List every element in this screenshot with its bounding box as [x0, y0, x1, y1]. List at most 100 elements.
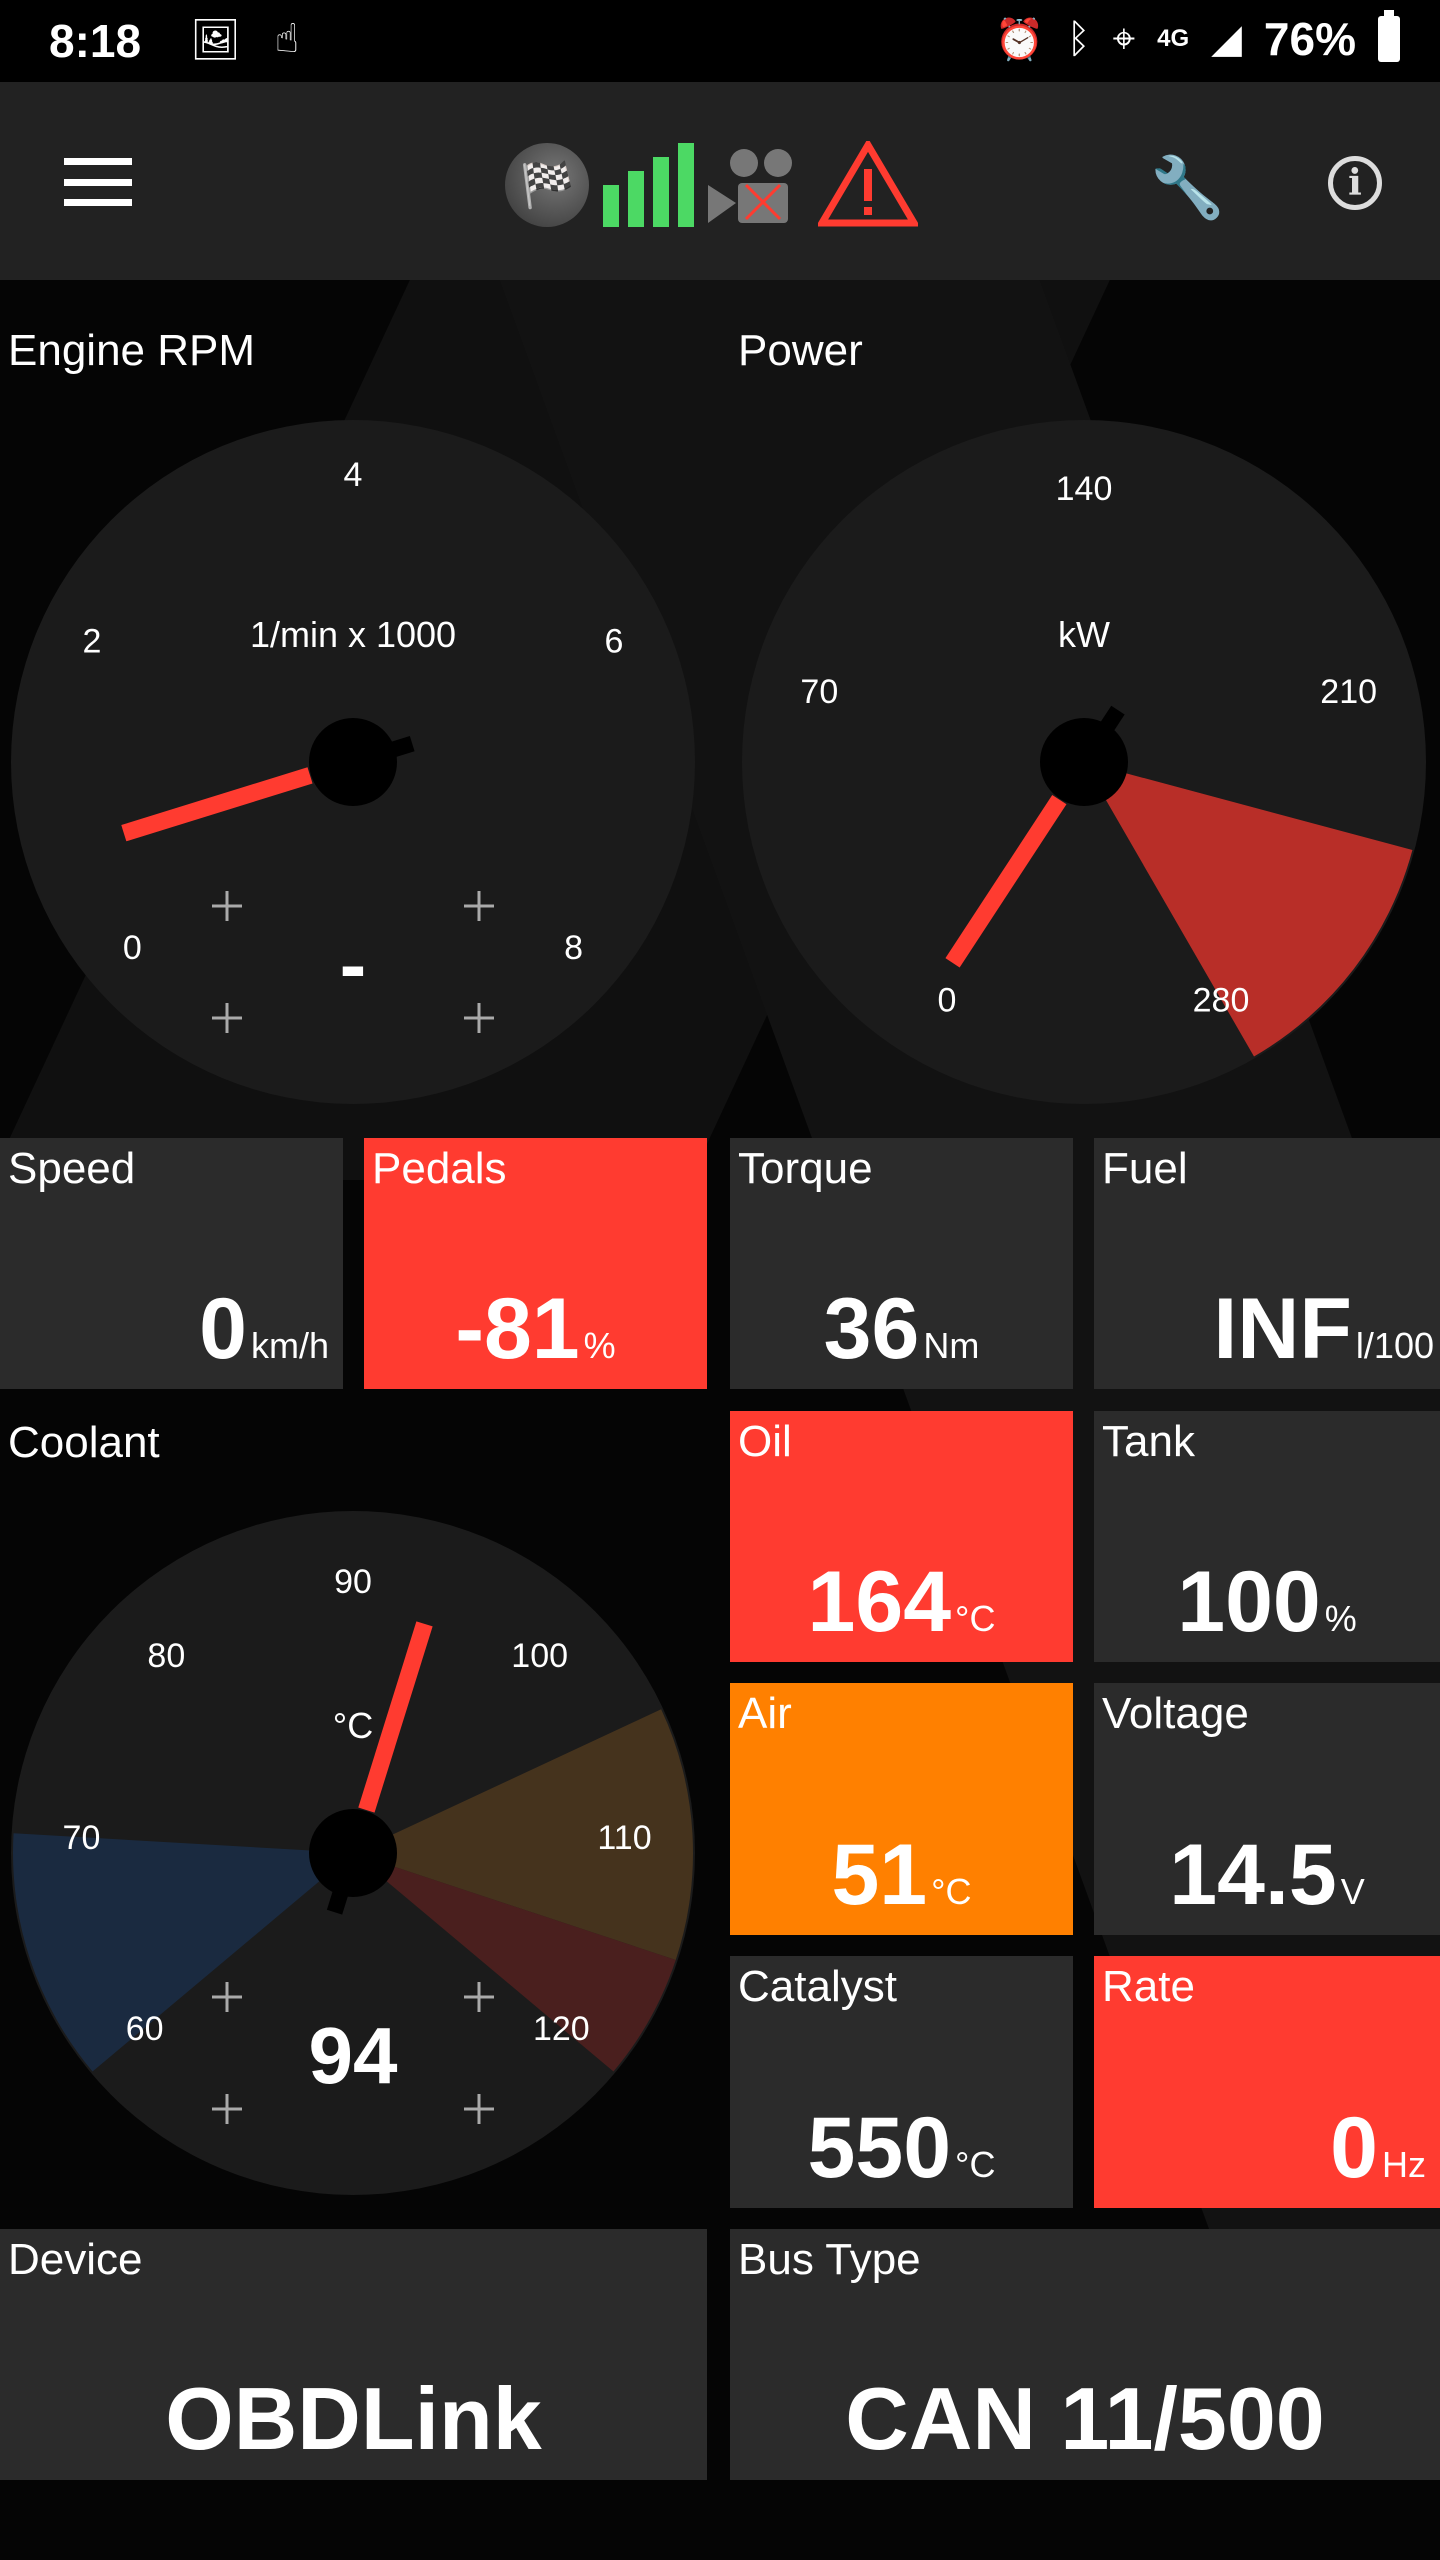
tile-unit: l/100 — [1355, 1325, 1434, 1366]
tile-value: 550 — [807, 2100, 952, 2196]
tile-unit: Hz — [1382, 2144, 1426, 2185]
tick-label: 120 — [533, 2010, 590, 2048]
toolbar: 🏁 🔧 i — [0, 82, 1440, 280]
tick-label: 60 — [126, 2010, 164, 2048]
tile-unit: % — [583, 1325, 616, 1366]
bus-type-tile[interactable]: Bus Type CAN 11/500 — [730, 2229, 1440, 2480]
speed-tile[interactable]: Speed 0 km/h — [0, 1138, 343, 1389]
plus-marker — [212, 1003, 242, 1033]
info-icon[interactable]: i — [1328, 156, 1382, 210]
gauge-value: - — [340, 920, 367, 1009]
tile-title: Fuel — [1102, 1144, 1188, 1193]
tick-label: 210 — [1320, 673, 1377, 711]
tile-value: 164 — [807, 1554, 952, 1650]
gauge-needle — [358, 1621, 433, 1813]
tile-unit: V — [1340, 1871, 1365, 1912]
bluetooth-icon: ᛒ — [1066, 16, 1091, 61]
tick-label: 90 — [334, 1563, 372, 1601]
tick-label: 0 — [938, 981, 957, 1019]
needle-counterweight — [326, 1888, 349, 1915]
voltage-tile[interactable]: Voltage 14.5 V — [1094, 1683, 1440, 1935]
image-icon: 🖼 — [190, 18, 241, 62]
catalyst-tile[interactable]: Catalyst 550 °C — [730, 1956, 1073, 2208]
plus-marker — [464, 1982, 494, 2012]
menu-icon[interactable] — [64, 158, 132, 206]
fuel-tile[interactable]: Fuel INF l/100 — [1094, 1138, 1440, 1389]
device-tile[interactable]: Device OBDLink — [0, 2229, 707, 2480]
gauge-hub — [1040, 718, 1128, 806]
tile-value: -81 — [455, 1281, 580, 1377]
status-time: 8:18 — [49, 15, 142, 67]
gauge-hub — [309, 1809, 397, 1897]
4g-icon: 4G — [1157, 25, 1190, 52]
gauge-unit: °C — [333, 1705, 373, 1746]
tile-title: Tank — [1102, 1417, 1195, 1466]
tile-title: Air — [738, 1689, 792, 1738]
pedals-tile[interactable]: Pedals -81% — [364, 1138, 707, 1389]
tile-title: Oil — [738, 1417, 792, 1466]
gauge-value: 94 — [309, 2011, 398, 2100]
gauge-hub — [309, 718, 397, 806]
plus-marker — [212, 891, 242, 921]
warning-icon[interactable] — [818, 141, 918, 227]
tick-label: 70 — [800, 673, 838, 711]
rate-tile[interactable]: Rate 0 Hz — [1094, 1956, 1440, 2208]
location-icon: ⌖ — [1112, 16, 1136, 61]
tile-value: OBDLink — [165, 2369, 542, 2468]
gauge-needle — [945, 794, 1067, 968]
tick-label: 140 — [1056, 470, 1113, 508]
plus-marker — [464, 1003, 494, 1033]
gauge-zone — [1104, 772, 1413, 1057]
rpm-title: Engine RPM — [8, 326, 256, 375]
needle-counterweight — [388, 735, 415, 758]
tick-label: 0 — [123, 929, 142, 967]
camera-off-icon[interactable] — [708, 143, 804, 227]
tick-label: 80 — [147, 1637, 185, 1675]
signal-bars-icon[interactable] — [603, 141, 694, 227]
tick-label: 8 — [564, 929, 583, 967]
gauge-unit: kW — [1058, 614, 1110, 655]
tile-unit: °C — [955, 1598, 996, 1639]
tile-title: Torque — [738, 1144, 873, 1193]
touch-icon: ☝ — [274, 17, 300, 61]
wrench-icon[interactable]: 🔧 — [1150, 154, 1225, 221]
tile-value: CAN 11/500 — [845, 2369, 1325, 2468]
tile-unit: % — [1324, 1598, 1357, 1639]
tick-label: 6 — [605, 622, 624, 660]
tick-label: 280 — [1193, 981, 1250, 1019]
tick-label: 4 — [344, 456, 363, 494]
coolant-title: Coolant — [8, 1418, 160, 1467]
tile-value: 14.5 — [1169, 1827, 1337, 1923]
tile-value: 0 — [1330, 2100, 1378, 2196]
gauge-needle — [121, 767, 313, 842]
tick-label: 70 — [63, 1819, 101, 1857]
tile-value: 0 — [199, 1281, 247, 1377]
air-tile[interactable]: Air 51 °C — [730, 1683, 1073, 1935]
tile-title: Speed — [8, 1144, 136, 1193]
tile-value: INF — [1213, 1281, 1352, 1377]
checkered-flag-icon[interactable]: 🏁 — [505, 143, 589, 227]
tile-unit: Nm — [923, 1325, 980, 1366]
tile-unit: °C — [955, 2144, 996, 2185]
tile-value: 51 — [831, 1827, 928, 1923]
gauge-unit: 1/min x 1000 — [250, 614, 456, 655]
tile-value: 100 — [1177, 1554, 1321, 1650]
torque-tile[interactable]: Torque 36 Nm — [730, 1138, 1073, 1389]
oil-tile[interactable]: Oil 164 °C — [730, 1411, 1073, 1662]
tile-title: Rate — [1102, 1962, 1195, 2011]
tank-tile[interactable]: Tank 100% — [1094, 1411, 1440, 1662]
tile-unit: °C — [931, 1871, 972, 1912]
tile-unit: km/h — [250, 1325, 329, 1366]
power-title: Power — [738, 326, 863, 375]
tile-title: Catalyst — [738, 1962, 897, 2011]
signal-icon: ◢ — [1211, 17, 1242, 61]
coolant-gauge: 60 70 80 90 100 110 120 °C 94 — [11, 1511, 695, 2195]
tick-label: 110 — [597, 1819, 651, 1857]
plus-marker — [464, 2094, 494, 2124]
plus-marker — [212, 1982, 242, 2012]
tick-label: 2 — [83, 622, 102, 660]
gauge-zone — [389, 1709, 693, 1960]
power-gauge: 0 70 140 210 280 kW — [742, 420, 1426, 1104]
tick-label: 100 — [511, 1637, 568, 1675]
tile-value: 36 — [823, 1281, 920, 1377]
